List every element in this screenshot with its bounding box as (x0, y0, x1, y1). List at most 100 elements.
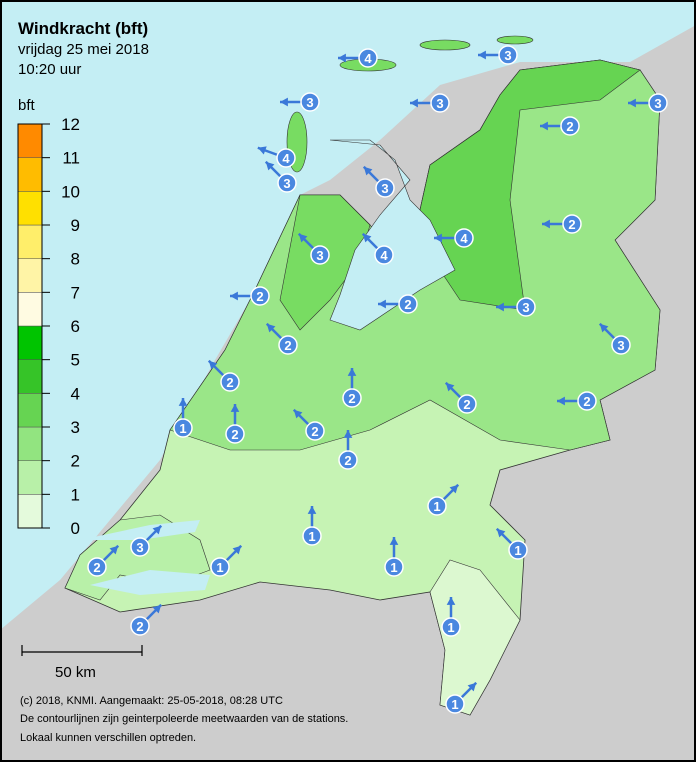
legend-unit: bft (18, 97, 36, 114)
arrow-head (557, 396, 565, 406)
station-value: 1 (447, 620, 454, 635)
station-value: 2 (344, 453, 351, 468)
station-value: 3 (136, 540, 143, 555)
station-marker (250, 286, 270, 306)
station-marker (445, 694, 465, 714)
legend-label: 0 (71, 519, 80, 538)
sea (0, 0, 696, 630)
station-value: 1 (451, 697, 458, 712)
legend-swatch (17, 494, 43, 529)
arrow-head (257, 146, 267, 155)
island (496, 35, 534, 45)
arrow-head (178, 398, 188, 406)
arrow-head (389, 537, 399, 545)
station-marker (300, 92, 320, 112)
station-marker (562, 214, 582, 234)
arrow-head (542, 219, 550, 229)
station-value: 1 (514, 543, 521, 558)
station-marker (577, 391, 597, 411)
station-marker (454, 228, 474, 248)
station: 2 (207, 359, 240, 392)
station-value: 1 (308, 529, 315, 544)
arrow-head (363, 166, 373, 176)
station-value: 2 (136, 619, 143, 634)
arrow-head (467, 682, 477, 692)
arrow-head (445, 382, 455, 392)
station-value: 3 (617, 338, 624, 353)
legend-label: 1 (71, 485, 80, 504)
arrow-head (266, 323, 276, 333)
station-value: 4 (380, 248, 388, 263)
station-marker (225, 424, 245, 444)
station-value: 2 (568, 217, 575, 232)
station-value: 4 (460, 231, 468, 246)
arrow-head (152, 604, 162, 614)
station: 2 (338, 430, 358, 470)
station-marker (427, 496, 447, 516)
legend-swatch (17, 359, 43, 394)
station: 4 (338, 48, 378, 68)
westerschelde (90, 570, 210, 595)
station-marker (310, 245, 330, 265)
station: 2 (265, 322, 298, 355)
station: 3 (130, 524, 163, 557)
station-marker (305, 421, 325, 441)
station-value: 3 (381, 181, 388, 196)
arrow-head (478, 50, 486, 60)
station: 3 (628, 93, 668, 113)
legend-swatch (17, 393, 43, 428)
legend-swatch (17, 123, 43, 158)
arrow-head (628, 98, 636, 108)
station: 3 (478, 45, 518, 65)
station-value: 2 (93, 560, 100, 575)
station-marker (498, 45, 518, 65)
scale-label: 50 km (55, 664, 96, 681)
legend-label: 8 (71, 250, 80, 269)
arrow-head (378, 299, 386, 309)
station: 2 (230, 286, 270, 306)
station-value: 2 (404, 297, 411, 312)
arrow-head (362, 233, 372, 243)
station: 2 (225, 404, 245, 444)
region-north (394, 59, 641, 311)
station-marker (358, 48, 378, 68)
station-marker (338, 450, 358, 470)
station-marker (441, 617, 461, 637)
station-marker (457, 394, 477, 414)
station: 4 (257, 146, 296, 168)
station-marker (398, 294, 418, 314)
station-value: 3 (504, 48, 511, 63)
station-value: 3 (283, 176, 290, 191)
station-value: 1 (390, 560, 397, 575)
station: 2 (444, 381, 477, 414)
station-marker (276, 148, 296, 168)
arrow-head (280, 97, 288, 107)
legend-swatch (17, 224, 43, 259)
station-value: 3 (436, 96, 443, 111)
station-value: 2 (311, 424, 318, 439)
region-limburg (429, 559, 521, 716)
station: 3 (496, 297, 536, 317)
station-marker (516, 297, 536, 317)
legend-swatch (17, 191, 43, 226)
station: 1 (210, 544, 243, 577)
station-marker (648, 93, 668, 113)
arrow-head (446, 597, 456, 605)
arrow-head (449, 484, 459, 494)
arrow-head (265, 161, 275, 171)
legend-swatch (17, 426, 43, 461)
station: 1 (445, 681, 478, 714)
arrow-head (343, 430, 353, 438)
station: 1 (384, 537, 404, 577)
station-value: 2 (566, 119, 573, 134)
station-value: 1 (216, 560, 223, 575)
legend-label: 7 (71, 283, 80, 302)
station: 1 (427, 483, 460, 516)
station-value: 2 (256, 289, 263, 304)
ijsselmeer (329, 139, 456, 331)
station: 2 (378, 294, 418, 314)
arrow-head (540, 121, 548, 131)
station-marker (560, 116, 580, 136)
